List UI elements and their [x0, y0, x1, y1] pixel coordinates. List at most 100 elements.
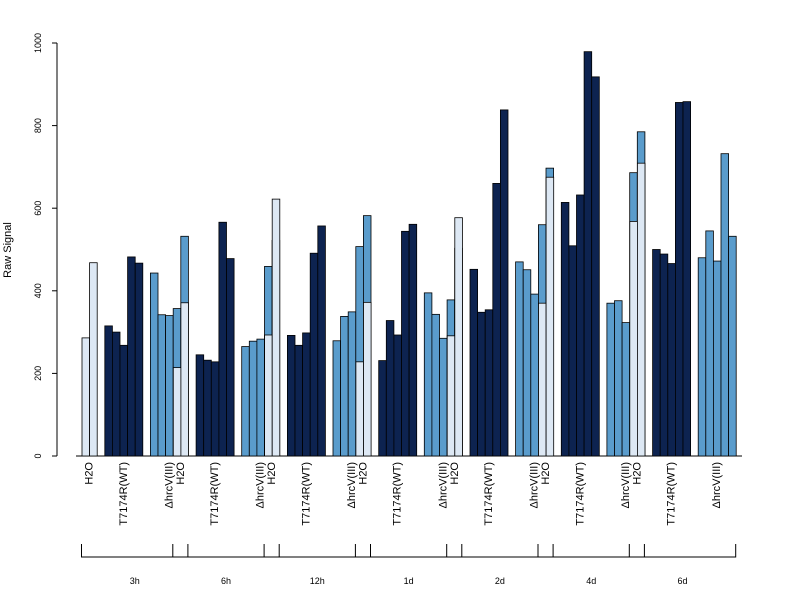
bar [385, 320, 395, 457]
timepoint-brackets: 3h 6h 12h 1d 2d 4d 6d [81, 544, 737, 586]
timepoint-label: 3h [130, 576, 140, 586]
group-label: H2O [358, 462, 370, 485]
y-tick-label: 400 [33, 283, 43, 298]
group-label: H2O [84, 462, 96, 485]
bar [431, 313, 440, 457]
y-tick-label: 800 [33, 118, 43, 133]
bar [499, 109, 509, 457]
bar [332, 340, 341, 457]
bar [568, 245, 577, 457]
bar [728, 235, 737, 457]
bar [477, 311, 486, 457]
bar [637, 162, 646, 457]
group-label: ΔhrcV(III) [163, 462, 175, 508]
bar [697, 257, 707, 457]
group-label: T7174R(WT) [118, 462, 130, 526]
group-label: ΔhrcV(III) [529, 462, 541, 508]
bar [682, 101, 691, 457]
y-tick-label: 1000 [33, 33, 43, 53]
timepoint-bracket [446, 544, 554, 558]
bar [515, 261, 524, 457]
timepoint-label: 1d [404, 576, 414, 586]
bar [576, 194, 585, 457]
bar [157, 314, 166, 457]
group-label: T7174R(WT) [209, 462, 221, 526]
bar [264, 334, 273, 457]
bar [226, 258, 235, 457]
group-label: T7174R(WT) [574, 462, 586, 526]
group-label: H2O [631, 462, 643, 485]
bar [469, 268, 478, 457]
y-tick-label: 200 [33, 366, 43, 381]
bar [720, 153, 729, 457]
bar [112, 331, 121, 457]
group-label: H2O [175, 462, 187, 485]
bar [591, 76, 600, 457]
bar [218, 221, 227, 457]
y-tick-label: 600 [33, 201, 43, 216]
bar [355, 361, 364, 457]
bar [378, 360, 387, 457]
bar [294, 344, 303, 457]
timepoint-label: 4d [586, 576, 596, 586]
y-axis: 0 200 400 600 800 1000 [33, 33, 58, 459]
timepoint-bracket [263, 544, 371, 558]
bar [149, 272, 159, 457]
bar [614, 300, 623, 457]
bar [195, 354, 205, 457]
bar [210, 361, 220, 457]
bar [401, 230, 410, 457]
bar [248, 340, 258, 457]
bar [203, 359, 212, 457]
bar [606, 302, 615, 457]
bar [393, 334, 402, 457]
bar [317, 225, 326, 457]
bar [621, 322, 631, 457]
bar [652, 249, 661, 457]
bar [363, 301, 372, 457]
group-label: ΔhrcV(III) [620, 462, 632, 508]
bar [446, 335, 456, 457]
group-label: H2O [449, 462, 461, 485]
timepoint-bracket [628, 544, 737, 558]
bar [286, 335, 296, 457]
timepoint-label: 6h [221, 576, 231, 586]
bar [271, 198, 281, 457]
group-label: H2O [266, 462, 278, 485]
timepoint-label: 2d [495, 576, 505, 586]
bar [408, 223, 418, 457]
category-labels: H2O T7174R(WT) ΔhrcV(III) H2O T7174R(WT) Δhrc… [84, 462, 724, 526]
bar [309, 252, 319, 457]
bar [119, 344, 128, 457]
timepoint-label: 6d [677, 576, 687, 586]
bar [104, 325, 113, 457]
y-axis-label: Raw Signal [2, 222, 14, 278]
bar [492, 183, 501, 457]
group-label: T7174R(WT) [483, 462, 495, 526]
bar [439, 337, 448, 457]
y-tick-label: 0 [33, 453, 43, 458]
bar [675, 102, 684, 457]
bar [340, 316, 349, 457]
bar [89, 262, 98, 457]
timepoint-bracket [537, 544, 645, 558]
bar [667, 263, 676, 457]
bar [560, 202, 570, 457]
bar [583, 51, 593, 457]
group-label: ΔhrcV(III) [255, 462, 267, 508]
group-label: T7174R(WT) [666, 462, 678, 526]
bars [81, 51, 737, 457]
group-label: T7174R(WT) [392, 462, 404, 526]
bar [302, 332, 311, 457]
group-label: H2O [540, 462, 552, 485]
bar [134, 262, 144, 457]
bar [127, 256, 136, 457]
group-label: T7174R(WT) [300, 462, 312, 526]
bar [81, 337, 90, 457]
bar [347, 311, 357, 457]
bar [713, 260, 722, 457]
bar [705, 230, 714, 457]
bar [545, 176, 555, 457]
bar [659, 253, 669, 457]
